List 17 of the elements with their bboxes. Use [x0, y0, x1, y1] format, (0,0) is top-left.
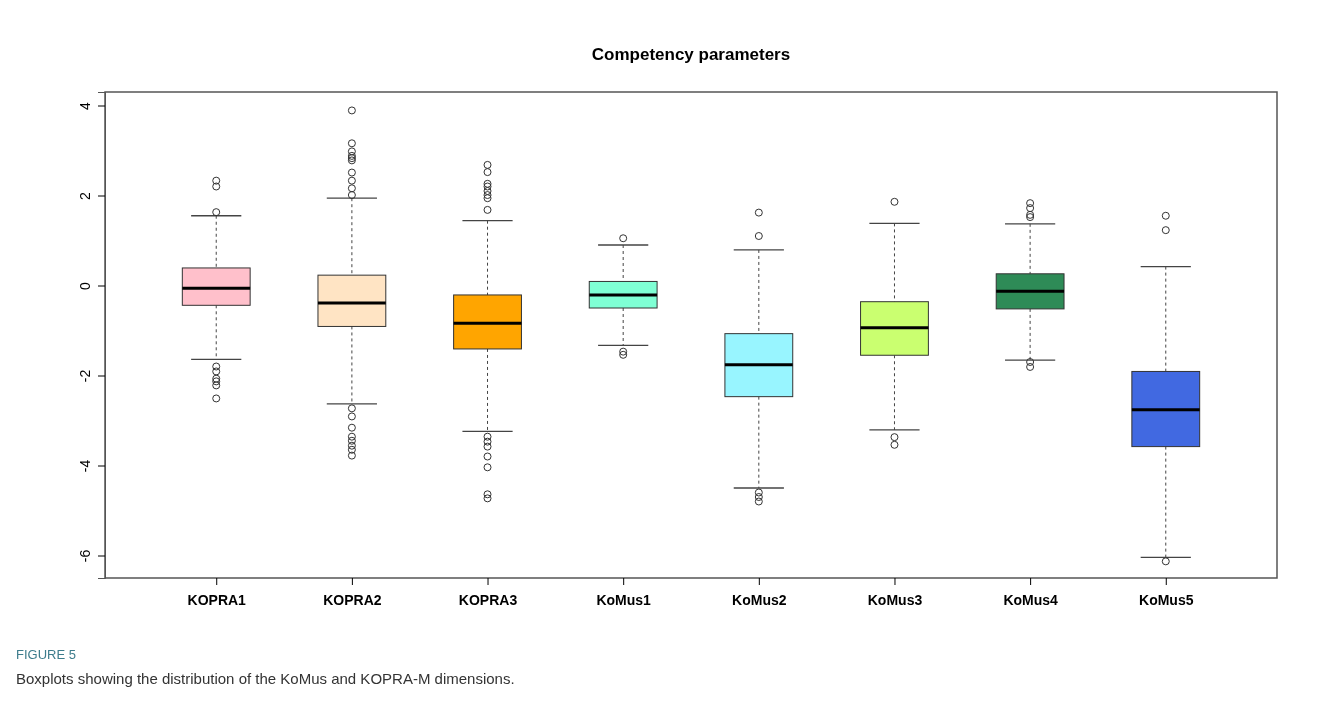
x-tick-label: KoMus2	[732, 591, 787, 608]
y-tick-label: 4	[76, 101, 93, 110]
y-tick-label: -2	[76, 369, 93, 383]
x-tick-label: KOPRA3	[458, 591, 518, 608]
text: Boxplots showing the distribution of the KoMus and KOPRA-M dimensions.	[16, 670, 515, 687]
x-tick-label: KOPRA1	[187, 591, 247, 608]
caption: FIGURE 5	[16, 647, 76, 662]
x-tick-label: KoMus3	[867, 591, 923, 608]
y-tick-label: 2	[76, 191, 93, 200]
y-tick-label: -4	[76, 459, 93, 473]
x-tick-label: KoMus1	[596, 591, 652, 608]
x-tick-label: KOPRA2	[323, 591, 382, 608]
x-tick-label: KoMus4	[1003, 591, 1059, 608]
y-tick-label: 0	[76, 281, 93, 290]
y-tick-label: -6	[76, 549, 93, 563]
chart-title: Competency parameters	[591, 45, 791, 64]
x-tick-label: KoMus5	[1139, 591, 1194, 608]
